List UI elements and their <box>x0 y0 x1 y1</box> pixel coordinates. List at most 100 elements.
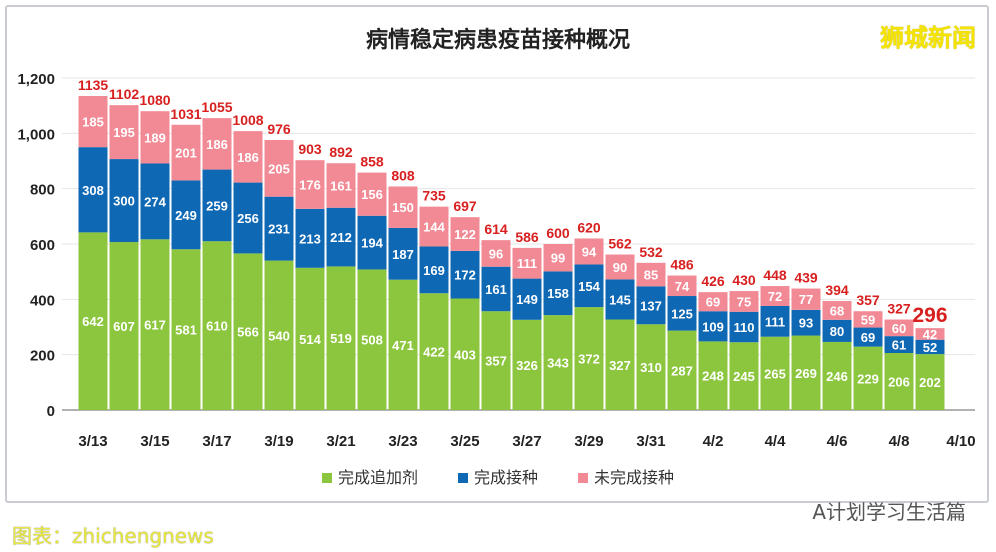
data-label: 149 <box>516 292 538 307</box>
data-label: 326 <box>516 358 538 373</box>
total-label: 1135 <box>78 77 109 93</box>
total-label: 586 <box>515 229 539 245</box>
data-label: 59 <box>861 312 875 327</box>
x-tick-label: 3/21 <box>326 433 355 450</box>
data-label: 248 <box>702 369 724 384</box>
bar-segment <box>326 266 356 410</box>
wechat-watermark: A计划学习生活篇 <box>812 500 966 524</box>
bar-segment <box>264 196 294 261</box>
bar-segment <box>884 319 914 337</box>
total-label: 858 <box>360 154 384 170</box>
bar-segment <box>822 341 852 410</box>
data-label: 144 <box>423 220 445 235</box>
total-label: 1008 <box>232 112 263 128</box>
x-tick-label: 3/19 <box>264 433 293 450</box>
chart-title: 病情稳定病患疫苗接种概况 <box>365 28 630 53</box>
bar-segment <box>233 131 263 183</box>
data-label: 60 <box>892 321 906 336</box>
data-label: 96 <box>489 246 503 261</box>
bar-segment <box>512 247 542 279</box>
data-label: 213 <box>299 231 321 246</box>
x-tick-label: 4/6 <box>827 433 848 450</box>
total-label: 357 <box>856 292 880 308</box>
data-label: 68 <box>830 303 844 318</box>
bar-segment <box>171 124 201 181</box>
x-tick-label: 3/27 <box>512 433 541 450</box>
x-tick-label: 3/13 <box>78 433 107 450</box>
bar-segment <box>667 296 697 331</box>
data-label: 75 <box>737 294 751 309</box>
bar-segment <box>171 249 201 410</box>
bar-segment <box>915 339 945 355</box>
total-label: 394 <box>825 282 849 298</box>
bar-segment <box>481 311 511 410</box>
bar-segment <box>915 354 945 410</box>
data-label: 229 <box>857 371 879 386</box>
bar-segment <box>109 242 139 410</box>
data-label: 269 <box>795 366 817 381</box>
data-label: 161 <box>485 282 507 297</box>
bar-segment <box>791 335 821 410</box>
total-label: 296 <box>912 304 947 327</box>
bar-segment <box>729 311 759 343</box>
data-label: 245 <box>733 369 755 384</box>
total-label: 600 <box>546 225 570 241</box>
total-label: 532 <box>639 244 663 260</box>
data-label: 508 <box>361 333 383 348</box>
bar-segment <box>543 271 573 316</box>
total-label: 697 <box>453 198 477 214</box>
bar-segment <box>202 118 232 170</box>
bar-segment <box>729 291 759 312</box>
y-tick-label: 1,200 <box>17 71 55 88</box>
total-label: 976 <box>267 121 291 137</box>
total-label: 1102 <box>109 86 140 102</box>
bar-segment <box>605 254 635 280</box>
x-tick-label: 3/29 <box>574 433 603 450</box>
y-tick-label: 0 <box>47 403 55 420</box>
footer-credit: 图表：zhichengnews <box>12 524 214 548</box>
bar-segment <box>388 186 418 228</box>
bar-segment <box>698 311 728 342</box>
total-label: 620 <box>577 219 601 235</box>
bar-segment <box>78 95 108 148</box>
total-label: 426 <box>701 273 725 289</box>
data-label: 256 <box>237 211 259 226</box>
bar-segment <box>388 227 418 280</box>
data-label: 422 <box>423 345 445 360</box>
bar-segment <box>202 169 232 242</box>
x-tick-label: 3/23 <box>388 433 417 450</box>
data-label: 642 <box>82 314 104 329</box>
x-tick-label: 3/25 <box>450 433 479 450</box>
bar-segment <box>419 293 449 410</box>
data-label: 85 <box>644 268 658 283</box>
x-tick-label: 4/2 <box>703 433 724 450</box>
bar-segment <box>357 215 387 270</box>
data-label: 42 <box>923 327 937 342</box>
data-label: 80 <box>830 324 844 339</box>
data-label: 581 <box>175 323 197 338</box>
y-tick-label: 800 <box>30 182 55 199</box>
data-label: 52 <box>923 340 937 355</box>
data-label: 265 <box>764 366 786 381</box>
data-label: 61 <box>892 338 906 353</box>
legend: 完成追加剂 完成接种 未完成接种 <box>0 464 996 488</box>
data-label: 566 <box>237 325 259 340</box>
total-label: 562 <box>608 236 632 252</box>
bar-segment <box>791 288 821 310</box>
bar-segment <box>822 300 852 320</box>
data-label: 471 <box>392 338 414 353</box>
bar-segment <box>202 241 232 410</box>
data-label: 607 <box>113 319 135 334</box>
bar-segment <box>233 253 263 410</box>
bar-segment <box>78 232 108 410</box>
data-label: 540 <box>268 328 290 343</box>
bar-segment <box>853 327 883 347</box>
data-label: 287 <box>671 363 693 378</box>
data-label: 125 <box>671 306 693 321</box>
data-label: 610 <box>206 319 228 334</box>
bar-segment <box>171 180 201 250</box>
data-label: 69 <box>861 330 875 345</box>
data-label: 357 <box>485 354 507 369</box>
bar-segment <box>295 267 325 410</box>
total-label: 1031 <box>170 106 201 122</box>
